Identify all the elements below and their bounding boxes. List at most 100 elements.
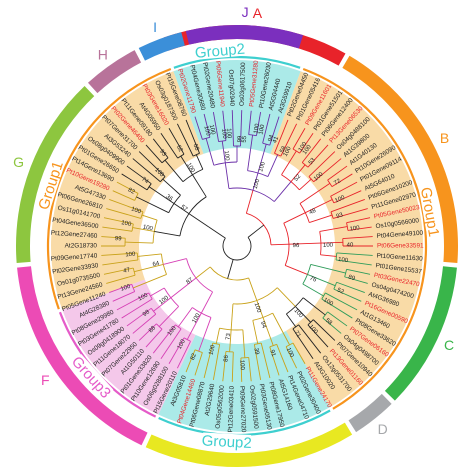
branch — [136, 196, 169, 214]
branch — [102, 259, 139, 266]
leaf-labels: Pt02Gene11790Pt04Gene30680Pt02Gene20480P… — [51, 60, 424, 433]
bootstrap-value: 100 — [253, 302, 262, 314]
branch — [344, 269, 347, 277]
branch — [336, 252, 373, 256]
leaf-label: Pt09Gene27020 — [238, 386, 247, 433]
branch — [262, 317, 274, 346]
branch — [138, 323, 157, 341]
branch — [321, 292, 326, 300]
bootstrap-value: 100 — [121, 220, 133, 228]
ring-label-h: H — [98, 46, 108, 62]
bootstrap-value: 99 — [115, 236, 123, 242]
leaf-label: Pt12Gene27460 — [51, 230, 98, 240]
branch — [224, 162, 230, 189]
tree-branches — [101, 110, 373, 382]
branch — [168, 337, 185, 365]
branch — [121, 298, 153, 319]
branch — [203, 342, 214, 379]
branch — [125, 241, 154, 244]
branch — [195, 154, 204, 170]
branch — [168, 127, 185, 155]
branch — [247, 224, 265, 238]
branch — [102, 226, 133, 232]
branch — [150, 287, 165, 297]
branch — [195, 266, 211, 279]
branch — [215, 328, 220, 344]
branch — [101, 236, 126, 239]
branch — [132, 267, 136, 276]
branch — [330, 181, 358, 197]
branch — [288, 242, 321, 245]
branch — [152, 138, 169, 159]
bootstrap-value: 100 — [258, 124, 266, 136]
branch — [252, 320, 259, 344]
bootstrap-value: 100 — [298, 141, 309, 153]
branch — [330, 199, 365, 213]
bootstrap-value: 74 — [140, 176, 149, 185]
branch — [152, 324, 176, 354]
branch — [322, 311, 328, 319]
branch — [283, 223, 290, 266]
branch — [218, 140, 226, 143]
branch — [270, 243, 289, 246]
branch — [212, 344, 221, 381]
bootstrap-value: 100 — [130, 206, 142, 215]
ring-segment-d — [348, 393, 392, 433]
branch — [248, 110, 252, 135]
branch — [231, 110, 234, 147]
group-label-bg — [418, 186, 443, 237]
branch — [252, 172, 259, 191]
bootstrap-value: 100 — [223, 150, 230, 161]
bootstrap-value: 53 — [308, 157, 317, 166]
bootstrap-value: 64 — [152, 261, 160, 268]
bootstrap-value: 100 — [253, 178, 262, 190]
ring-segment-g — [16, 85, 95, 263]
branch — [106, 274, 136, 284]
branch — [319, 231, 322, 255]
branch — [109, 283, 132, 293]
bootstrap-value: 100 — [208, 344, 216, 356]
bootstrap-value: 100 — [177, 338, 187, 350]
bootstrap-value: 88 — [148, 325, 157, 334]
bootstrap-value: 73 — [226, 332, 233, 340]
branch — [333, 208, 368, 219]
branch — [322, 317, 342, 334]
branch — [285, 342, 294, 348]
group-label-bg — [202, 432, 252, 450]
ring-label-a: A — [253, 5, 263, 21]
bootstrap-value: 86 — [223, 354, 230, 362]
branch — [148, 186, 175, 204]
branch — [138, 151, 166, 177]
ring-segment-h — [87, 50, 142, 94]
branch — [194, 352, 203, 376]
branch — [205, 138, 215, 166]
branch — [319, 226, 348, 232]
branch — [245, 190, 254, 214]
branch — [302, 297, 326, 316]
branch — [213, 161, 238, 166]
branch — [176, 123, 194, 157]
branch — [307, 324, 329, 348]
branch — [248, 357, 252, 382]
branch — [116, 181, 139, 194]
bootstrap-value: 57 — [179, 204, 188, 213]
branch — [307, 274, 336, 287]
branch — [198, 317, 212, 352]
branch — [292, 148, 300, 154]
branch — [153, 297, 172, 312]
group-label-bg — [195, 40, 245, 60]
ring-segment-e — [145, 422, 353, 467]
branch — [298, 324, 322, 354]
bootstrap-value: 52 — [293, 173, 302, 182]
branch — [285, 265, 308, 275]
ring-label-e: E — [247, 472, 256, 474]
branch — [131, 284, 136, 292]
bootstrap-value: 68 — [191, 143, 199, 152]
bootstrap-value: 100 — [338, 257, 349, 264]
ring-label-f: F — [41, 372, 50, 388]
branch — [222, 351, 227, 382]
leaf-label: Pt05Gene31280 — [248, 60, 260, 107]
branch — [228, 187, 275, 202]
